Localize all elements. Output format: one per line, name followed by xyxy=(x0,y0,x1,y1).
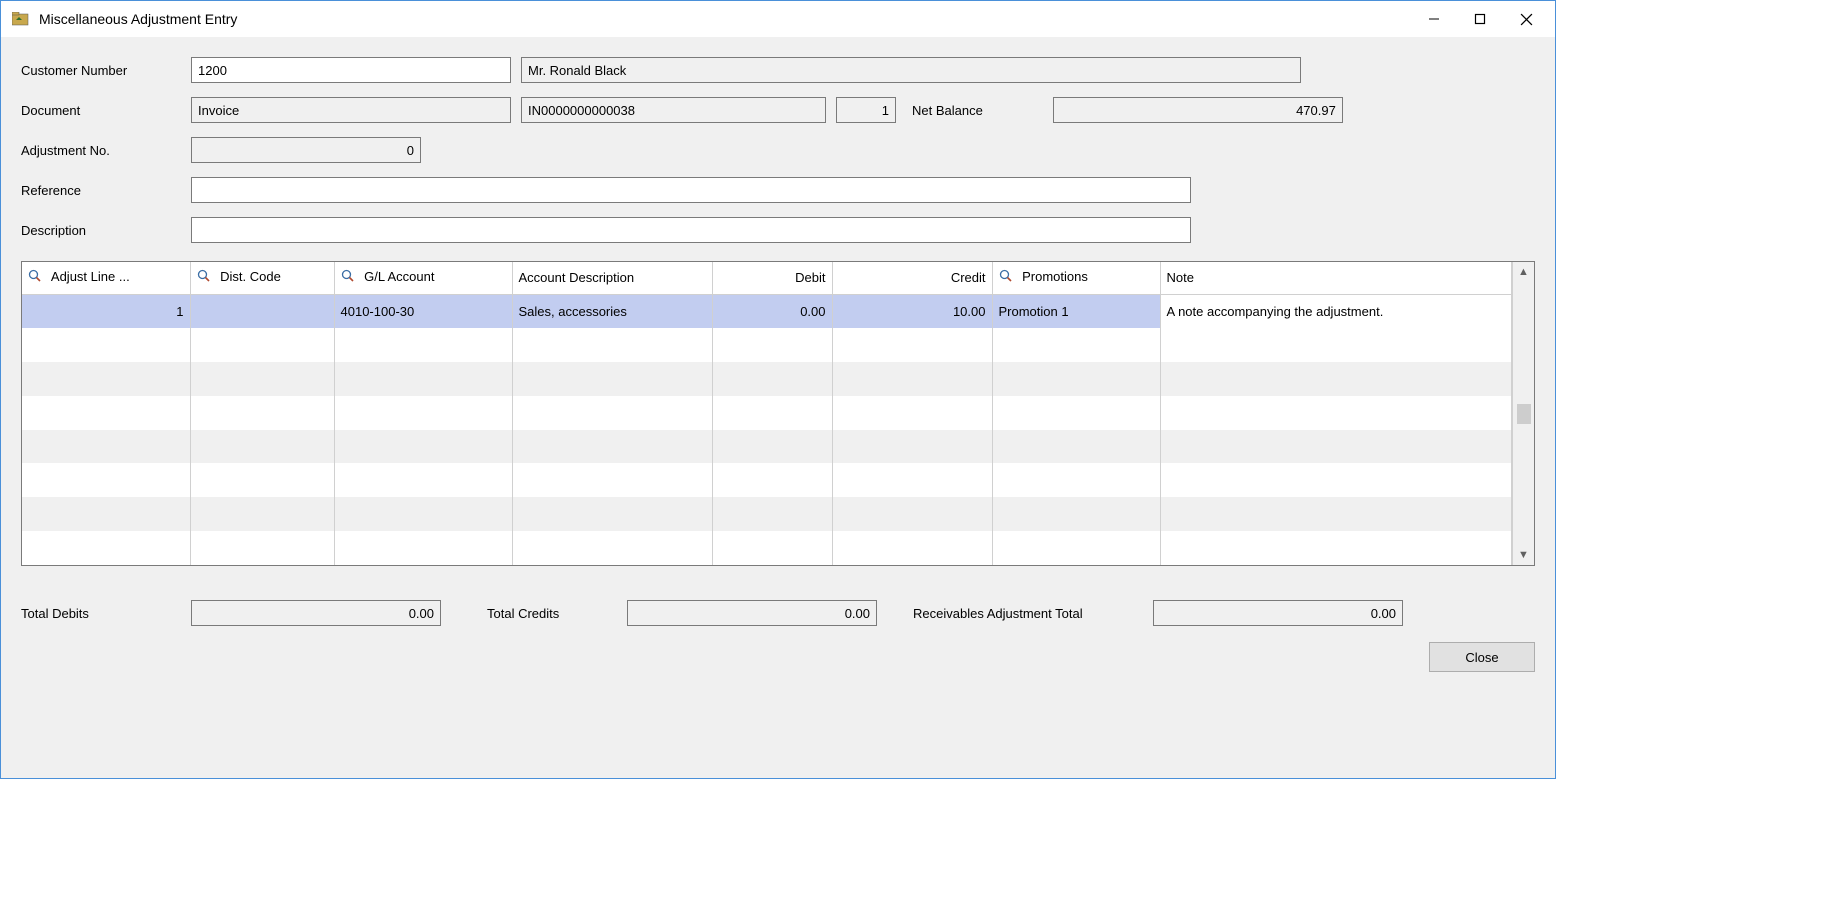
cell-dist-code[interactable] xyxy=(190,294,334,328)
close-button[interactable]: Close xyxy=(1429,642,1535,672)
description-label: Description xyxy=(21,223,181,238)
col-note[interactable]: Note xyxy=(1160,262,1512,294)
total-credits-display xyxy=(627,600,877,626)
total-debits-label: Total Debits xyxy=(21,606,181,621)
cell-account-desc[interactable]: Sales, accessories xyxy=(512,294,712,328)
col-credit[interactable]: Credit xyxy=(832,262,992,294)
window-controls xyxy=(1411,4,1549,34)
col-note-label: Note xyxy=(1167,270,1194,285)
cell-adjust-line[interactable]: 1 xyxy=(22,294,190,328)
col-gl-account-label: G/L Account xyxy=(364,269,434,284)
table-row[interactable]: 1 4010-100-30 Sales, accessories 0.00 10… xyxy=(22,294,1512,328)
document-type-display xyxy=(191,97,511,123)
cell-promotions[interactable]: Promotion 1 xyxy=(992,294,1160,328)
window-frame: Miscellaneous Adjustment Entry Customer … xyxy=(0,0,1556,779)
col-adjust-line-label: Adjust Line ... xyxy=(51,269,130,284)
scroll-thumb[interactable] xyxy=(1517,404,1531,424)
receivables-adj-total-display xyxy=(1153,600,1403,626)
vertical-scrollbar[interactable]: ▲ ▼ xyxy=(1512,262,1534,565)
table-row[interactable] xyxy=(22,497,1512,531)
cell-note[interactable]: A note accompanying the adjustment. xyxy=(1160,294,1512,328)
total-debits-display xyxy=(191,600,441,626)
col-account-desc-label: Account Description xyxy=(519,270,635,285)
lookup-icon xyxy=(28,269,42,286)
scroll-up-icon[interactable]: ▲ xyxy=(1518,266,1529,278)
table-row[interactable] xyxy=(22,531,1512,565)
content-area: Customer Number Document Net Balance Adj… xyxy=(1,37,1555,778)
net-balance-label: Net Balance xyxy=(912,103,983,118)
table-row[interactable] xyxy=(22,328,1512,362)
lookup-icon xyxy=(341,269,355,286)
maximize-button[interactable] xyxy=(1457,4,1503,34)
window-title: Miscellaneous Adjustment Entry xyxy=(39,11,1411,27)
reference-label: Reference xyxy=(21,183,181,198)
adjustment-no-display xyxy=(191,137,421,163)
document-seq-display xyxy=(836,97,896,123)
col-promotions-label: Promotions xyxy=(1022,269,1088,284)
close-window-button[interactable] xyxy=(1503,4,1549,34)
col-adjust-line[interactable]: Adjust Line ... xyxy=(22,262,190,294)
cell-credit[interactable]: 10.00 xyxy=(832,294,992,328)
app-icon xyxy=(11,11,31,27)
col-debit-label: Debit xyxy=(795,270,825,285)
col-gl-account[interactable]: G/L Account xyxy=(334,262,512,294)
customer-name-display xyxy=(521,57,1301,83)
scroll-down-icon[interactable]: ▼ xyxy=(1518,549,1529,561)
col-account-desc[interactable]: Account Description xyxy=(512,262,712,294)
adjustment-no-label: Adjustment No. xyxy=(21,143,181,158)
adjustment-grid[interactable]: Adjust Line ... Dist. Code xyxy=(21,261,1535,566)
document-label: Document xyxy=(21,103,181,118)
col-dist-code-label: Dist. Code xyxy=(220,269,281,284)
description-input[interactable] xyxy=(191,217,1191,243)
table-row[interactable] xyxy=(22,362,1512,396)
titlebar[interactable]: Miscellaneous Adjustment Entry xyxy=(1,1,1555,37)
receivables-adj-total-label: Receivables Adjustment Total xyxy=(913,606,1143,621)
table-row[interactable] xyxy=(22,463,1512,497)
cell-debit[interactable]: 0.00 xyxy=(712,294,832,328)
total-credits-label: Total Credits xyxy=(487,606,617,621)
cell-gl-account[interactable]: 4010-100-30 xyxy=(334,294,512,328)
col-dist-code[interactable]: Dist. Code xyxy=(190,262,334,294)
lookup-icon xyxy=(197,269,211,286)
table-row[interactable] xyxy=(22,396,1512,430)
customer-number-input[interactable] xyxy=(191,57,511,83)
table-row[interactable] xyxy=(22,430,1512,464)
col-debit[interactable]: Debit xyxy=(712,262,832,294)
net-balance-display xyxy=(1053,97,1343,123)
minimize-button[interactable] xyxy=(1411,4,1457,34)
customer-number-label: Customer Number xyxy=(21,63,181,78)
col-promotions[interactable]: Promotions xyxy=(992,262,1160,294)
col-credit-label: Credit xyxy=(951,270,986,285)
document-number-display xyxy=(521,97,826,123)
lookup-icon xyxy=(999,269,1013,286)
reference-input[interactable] xyxy=(191,177,1191,203)
